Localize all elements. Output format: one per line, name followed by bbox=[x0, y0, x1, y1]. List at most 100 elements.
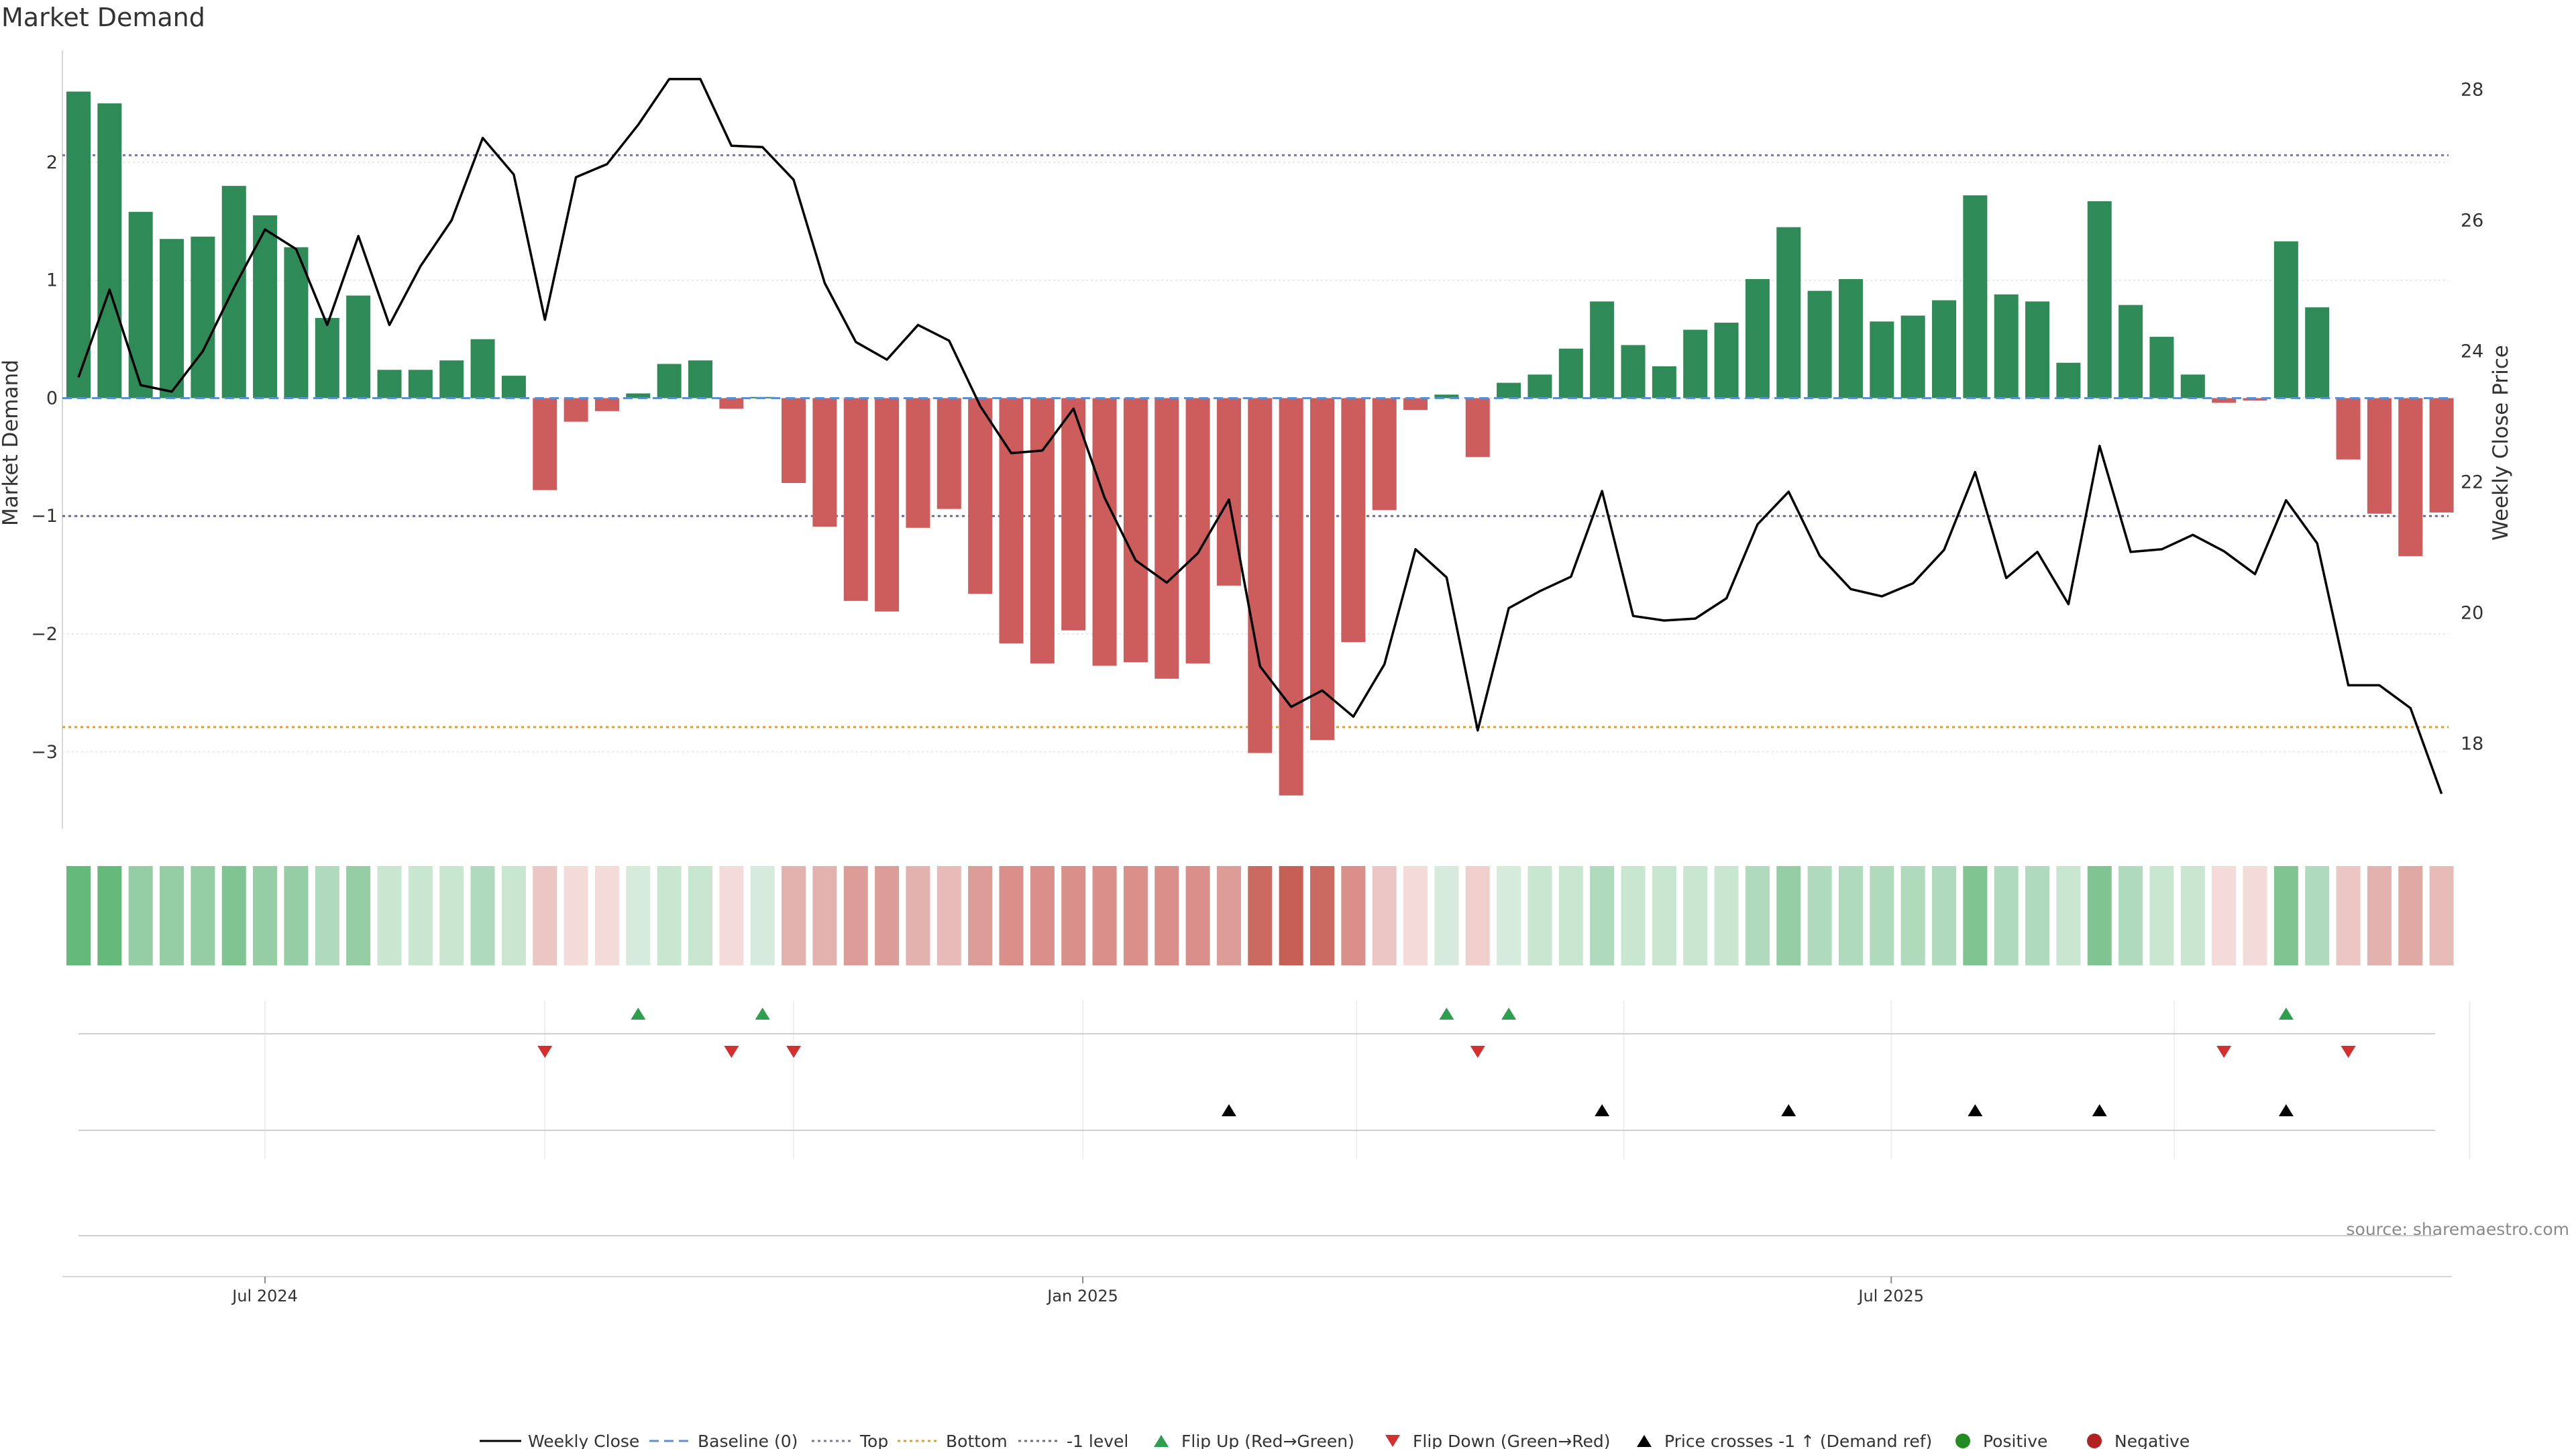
demand-bar-negative bbox=[1216, 398, 1241, 586]
heat-strip-cell bbox=[346, 866, 371, 965]
heat-strip-cell bbox=[1745, 866, 1770, 965]
legend-swatch bbox=[1955, 1434, 1970, 1448]
demand-bar-positive bbox=[160, 239, 184, 398]
legend-label: Negative bbox=[2114, 1432, 2190, 1449]
heat-strip-cell bbox=[1683, 866, 1708, 965]
heat-strip-cell bbox=[2398, 866, 2423, 965]
heat-strip-cell bbox=[1590, 866, 1615, 965]
heat-strip-cell bbox=[1341, 866, 1366, 965]
right-tick-label: 18 bbox=[2461, 733, 2483, 754]
heat-strip-cell bbox=[1963, 866, 1988, 965]
demand-bar-positive bbox=[439, 360, 464, 398]
legend-label: Bottom bbox=[946, 1432, 1008, 1449]
demand-bar-negative bbox=[1279, 398, 1303, 796]
demand-bar-negative bbox=[2398, 398, 2423, 556]
heat-strip-cell bbox=[2367, 866, 2392, 965]
heat-strip-cell bbox=[2336, 866, 2361, 965]
heat-strip-cell bbox=[1776, 866, 1801, 965]
price-cross-marker bbox=[1595, 1104, 1610, 1116]
demand-bar-negative bbox=[564, 398, 588, 422]
demand-bar-negative bbox=[1341, 398, 1366, 643]
demand-bar-positive bbox=[97, 103, 122, 398]
demand-bar-positive bbox=[2025, 301, 2050, 398]
heat-strip-cell bbox=[408, 866, 433, 965]
left-tick-label: −1 bbox=[31, 506, 58, 527]
heat-strip-cell bbox=[968, 866, 993, 965]
demand-bar-positive bbox=[1527, 374, 1552, 398]
demand-bar-positive bbox=[191, 236, 215, 398]
demand-bar-negative bbox=[782, 398, 806, 484]
heat-strip-cell bbox=[1621, 866, 1646, 965]
demand-bar-positive bbox=[1932, 300, 1956, 398]
demand-bar-positive bbox=[2087, 201, 2112, 398]
heat-strip-cell bbox=[1216, 866, 1241, 965]
heat-strip-cell bbox=[221, 866, 246, 965]
heat-strip-cell bbox=[1652, 866, 1676, 965]
heat-strip-cell bbox=[1932, 866, 1956, 965]
right-tick-label: 22 bbox=[2461, 472, 2483, 492]
heat-strip-cell bbox=[1279, 866, 1303, 965]
flip-up-marker bbox=[631, 1008, 646, 1020]
demand-bar-positive bbox=[2056, 362, 2081, 398]
demand-bar-positive bbox=[1497, 382, 1521, 398]
heat-strip-cell bbox=[1061, 866, 1086, 965]
demand-bar-positive bbox=[1714, 323, 1739, 398]
demand-bar-negative bbox=[968, 398, 993, 594]
demand-bar-positive bbox=[1745, 278, 1770, 398]
heat-strip-cell bbox=[2056, 866, 2081, 965]
legend-label: -1 level bbox=[1067, 1432, 1128, 1449]
right-tick-label: 24 bbox=[2461, 341, 2483, 362]
x-tick-label: Jan 2025 bbox=[1046, 1287, 1118, 1305]
left-tick-label: −3 bbox=[31, 742, 58, 763]
demand-bar-negative bbox=[936, 398, 961, 509]
heat-strip-cell bbox=[2429, 866, 2454, 965]
demand-bar-negative bbox=[1248, 398, 1273, 753]
demand-bar-negative bbox=[533, 398, 557, 490]
heat-strip-cell bbox=[782, 866, 806, 965]
demand-bar-positive bbox=[1558, 348, 1583, 398]
left-tick-label: 2 bbox=[46, 152, 58, 173]
heat-strip-cell bbox=[626, 866, 651, 965]
demand-bar-negative bbox=[719, 398, 744, 409]
heat-strip-cell bbox=[1807, 866, 1832, 965]
heat-strip-cell bbox=[750, 866, 775, 965]
demand-bar-positive bbox=[2118, 305, 2143, 398]
demand-bar-positive bbox=[128, 211, 153, 398]
flip-down-marker bbox=[2341, 1046, 2356, 1058]
flip-up-marker bbox=[2278, 1008, 2294, 1020]
demand-bar-positive bbox=[1776, 227, 1801, 398]
heat-strip-cell bbox=[999, 866, 1024, 965]
demand-bar-negative bbox=[2367, 398, 2392, 514]
heat-strip-cell bbox=[875, 866, 900, 965]
price-cross-marker bbox=[1781, 1104, 1796, 1116]
legend-label: Top bbox=[859, 1432, 888, 1449]
flip-down-marker bbox=[1470, 1046, 1485, 1058]
heat-strip-cell bbox=[1465, 866, 1490, 965]
heat-strip-cell bbox=[191, 866, 215, 965]
flip-down-marker bbox=[786, 1046, 802, 1058]
heat-strip-cell bbox=[719, 866, 744, 965]
demand-bar-negative bbox=[999, 398, 1024, 644]
heat-strip-cell bbox=[564, 866, 588, 965]
demand-bar-positive bbox=[377, 370, 402, 398]
demand-bar-positive bbox=[1621, 345, 1646, 398]
heat-strip-cell bbox=[2149, 866, 2174, 965]
heat-strip-cell bbox=[2180, 866, 2205, 965]
heat-strip-cell bbox=[657, 866, 682, 965]
demand-bar-positive bbox=[346, 295, 371, 398]
demand-bar-negative bbox=[2243, 398, 2267, 400]
legend-label: Flip Up (Red→Green) bbox=[1181, 1432, 1354, 1449]
demand-bar-positive bbox=[66, 91, 91, 398]
demand-bar-positive bbox=[688, 360, 712, 398]
left-tick-label: 0 bbox=[46, 388, 58, 409]
left-axis-title: Market Demand bbox=[0, 360, 23, 526]
right-tick-label: 26 bbox=[2461, 210, 2483, 231]
heat-strip-cell bbox=[1870, 866, 1894, 965]
heat-strip-cell bbox=[253, 866, 278, 965]
right-tick-label: 20 bbox=[2461, 602, 2483, 623]
heat-strip-cell bbox=[315, 866, 339, 965]
flip-down-marker bbox=[2216, 1046, 2232, 1058]
heat-strip-cell bbox=[97, 866, 122, 965]
price-cross-marker bbox=[2092, 1104, 2107, 1116]
